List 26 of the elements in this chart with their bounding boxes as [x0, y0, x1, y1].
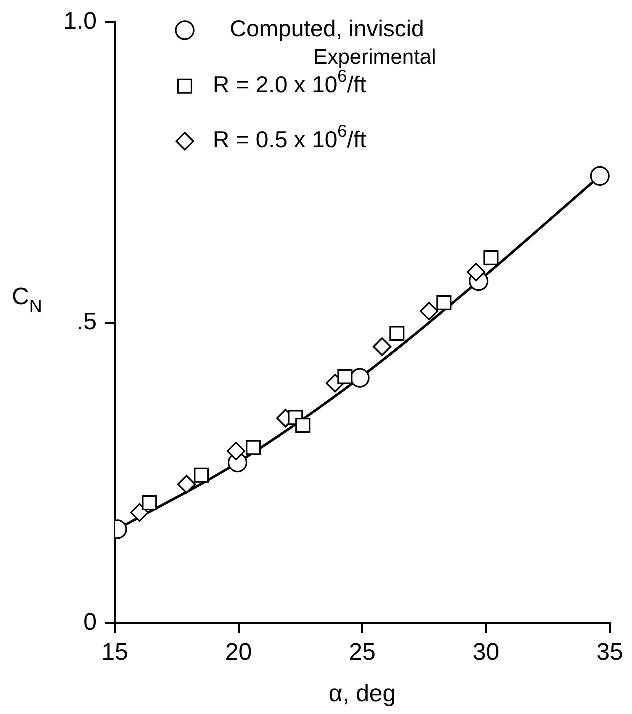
- x-tick-label: 30: [472, 639, 500, 666]
- point: [226, 442, 246, 461]
- x-tick-label: 20: [225, 639, 252, 666]
- point: [246, 440, 262, 456]
- point: [590, 166, 610, 186]
- point: [420, 302, 439, 321]
- y-tick-label: 1.0: [64, 8, 97, 36]
- point: [130, 503, 150, 522]
- x-tick-label: 35: [596, 639, 624, 666]
- point: [296, 418, 311, 434]
- point: [467, 263, 486, 282]
- legend-label: Computed, inviscid: [230, 16, 424, 42]
- x-tick-label: 15: [102, 639, 128, 666]
- point: [436, 295, 452, 310]
- x-axis-title: α, deg: [328, 680, 396, 708]
- point: [177, 475, 196, 494]
- point: [390, 326, 405, 342]
- annotation: Experimental: [314, 46, 436, 70]
- point: [142, 496, 158, 511]
- point: [484, 250, 499, 266]
- point: [373, 338, 392, 356]
- point: [338, 369, 353, 384]
- x-tick-label: 25: [349, 639, 376, 666]
- y-tick-label: .5: [76, 308, 97, 336]
- point: [194, 468, 210, 483]
- y-tick-label: 0: [84, 608, 97, 636]
